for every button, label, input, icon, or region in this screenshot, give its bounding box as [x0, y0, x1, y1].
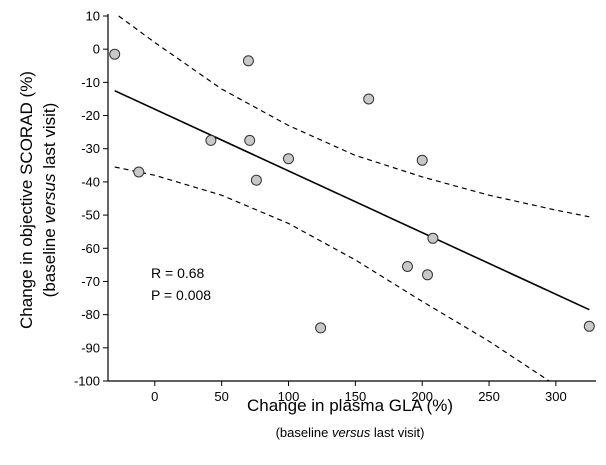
x-tick-label: 100	[278, 389, 300, 404]
x-tick-label: 250	[478, 389, 500, 404]
data-point-12	[422, 269, 433, 281]
x-tick-label: 0	[151, 389, 158, 404]
y-tick-label: 10	[86, 9, 100, 24]
points-layer	[109, 48, 595, 334]
y-tick-label: -100	[74, 374, 100, 389]
y-axis-subtitle: (baseline versus last visit)	[40, 103, 59, 298]
y-axis-title: Change in objective SCORAD (%)	[17, 71, 36, 329]
fit-layer	[114, 15, 590, 382]
data-point-4	[242, 55, 254, 67]
data-point-6	[250, 174, 262, 186]
data-point-13	[427, 232, 439, 244]
y-tick-label: -90	[81, 340, 100, 355]
data-point-1	[109, 48, 121, 60]
y-tick-label: -80	[81, 307, 100, 322]
data-point-14	[583, 320, 595, 332]
y-tick-label: -70	[81, 274, 100, 289]
x-tick-label: 50	[214, 389, 228, 404]
x-tick-label: 200	[411, 389, 433, 404]
y-tick-label: -10	[81, 75, 100, 90]
x-axis-title: Change in plasma GLA (%)	[247, 396, 453, 415]
data-point-10	[402, 261, 413, 272]
data-point-9	[363, 93, 375, 105]
x-tick-label: 300	[545, 389, 567, 404]
y-tick-label: -50	[81, 208, 100, 223]
x-tick-label: 150	[344, 389, 366, 404]
data-point-11	[416, 154, 428, 166]
y-tick-label: 0	[93, 42, 100, 57]
regression-line	[114, 89, 590, 311]
confidence-band-upper	[118, 15, 590, 218]
y-tick-label: -60	[81, 241, 100, 256]
data-point-3	[205, 134, 217, 146]
data-point-7	[283, 153, 294, 165]
annotation-p: P = 0.008	[151, 287, 211, 303]
y-tick-label: -40	[81, 174, 100, 189]
annotation-r: R = 0.68	[151, 265, 205, 281]
y-tick-label: -20	[81, 108, 100, 123]
data-point-8	[315, 322, 327, 334]
axes-layer	[107, 14, 596, 382]
x-axis-subtitle: (baseline versus last visit)	[276, 425, 425, 440]
data-point-5	[244, 134, 256, 146]
data-point-2	[133, 166, 145, 178]
y-tick-label: -30	[81, 141, 100, 156]
